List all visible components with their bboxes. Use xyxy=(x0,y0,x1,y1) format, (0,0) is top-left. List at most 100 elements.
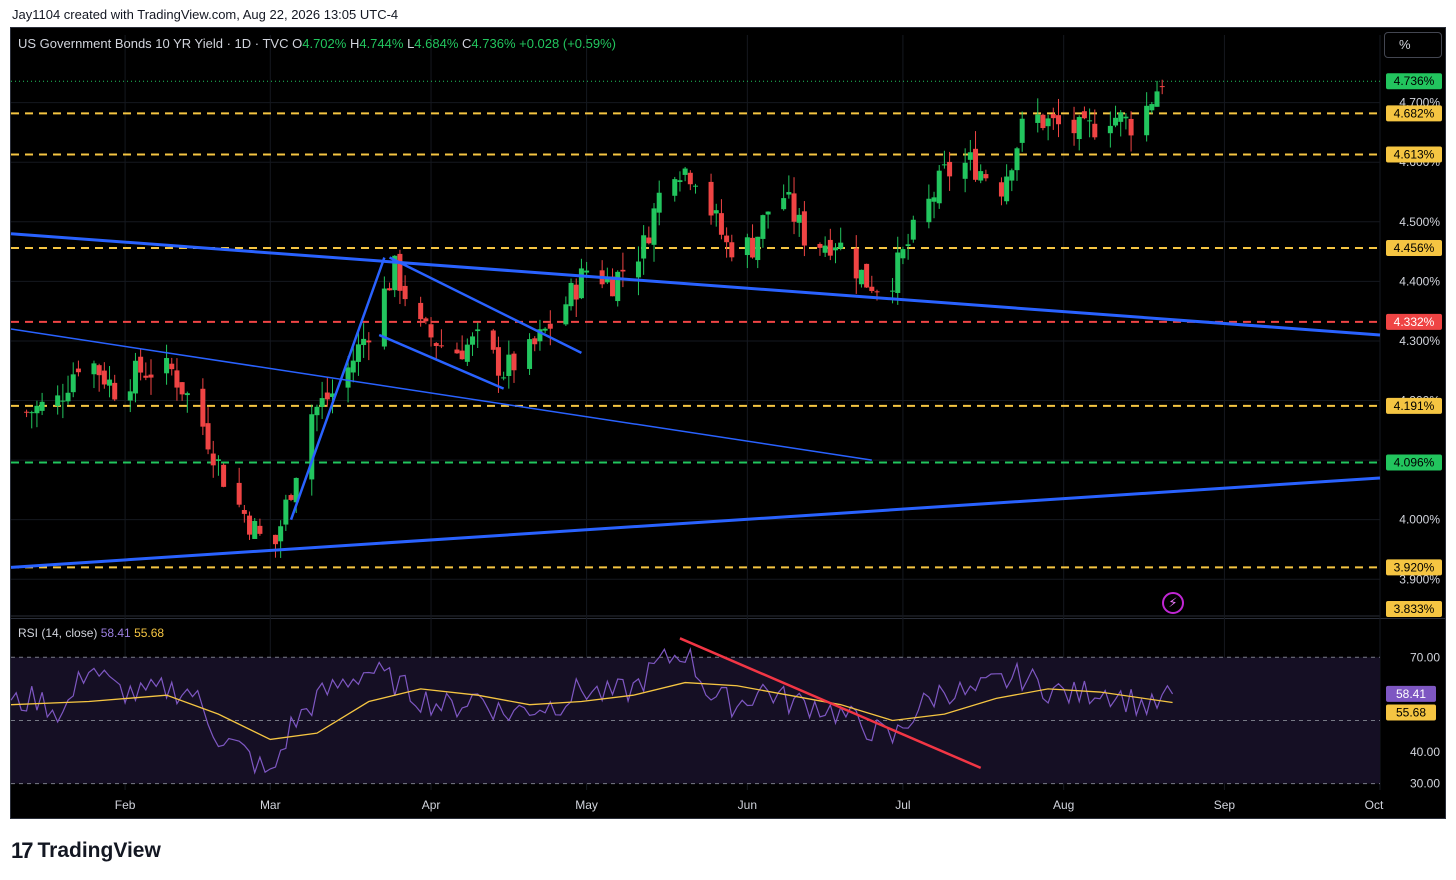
rsi-band xyxy=(11,657,1380,784)
candle-body xyxy=(838,242,844,249)
percent-scale-button[interactable]: % xyxy=(1384,32,1442,58)
candle-body xyxy=(55,395,61,406)
candle-body xyxy=(1113,117,1119,126)
rsi-line xyxy=(10,647,1174,775)
candle-body xyxy=(1055,115,1061,125)
candle-body xyxy=(527,339,533,369)
candle-body xyxy=(381,288,387,347)
axes-layer: FebMarAprMayJunJulAugSepOct4.700%4.600%4… xyxy=(115,73,1442,812)
y-tick-label: 4.000% xyxy=(1399,513,1440,527)
rsi-trend-line xyxy=(679,637,982,770)
trend-line xyxy=(289,257,386,521)
candle-body xyxy=(501,377,507,379)
candle-body xyxy=(24,411,30,413)
close-value: 4.736% xyxy=(471,36,516,51)
candle-body xyxy=(573,284,579,300)
candle-body xyxy=(890,290,896,292)
candle-body xyxy=(345,367,351,388)
y-tick-label: 4.300% xyxy=(1399,334,1440,348)
rsi-y-tick: 40.00 xyxy=(1410,745,1440,759)
x-tick-label: Apr xyxy=(422,798,441,812)
candle-body xyxy=(101,370,107,385)
candle-body xyxy=(475,329,481,332)
rsi-y-tick: 30.00 xyxy=(1410,777,1440,791)
candle-body xyxy=(127,391,133,401)
rsi-y-tick: 70.00 xyxy=(1410,650,1440,664)
candle-body xyxy=(241,510,247,514)
symbol-legend[interactable]: US Government Bonds 10 YR Yield · 1D · T… xyxy=(18,36,616,51)
price-label: 3.833% xyxy=(1394,602,1435,616)
rsi-legend[interactable]: RSI (14, close) 58.41 55.68 xyxy=(18,626,164,640)
candle-body xyxy=(998,182,1004,197)
price-label: 4.456% xyxy=(1394,241,1435,255)
candle-body xyxy=(34,405,40,414)
candle-body xyxy=(1123,116,1129,119)
candle-body xyxy=(75,368,81,373)
candle-body xyxy=(355,344,361,362)
candle-body xyxy=(682,168,688,175)
candle-body xyxy=(983,174,989,179)
candle-body xyxy=(402,285,408,300)
price-label-bg xyxy=(1386,601,1442,617)
candle-body xyxy=(967,152,973,160)
candle-body xyxy=(221,464,227,487)
candle-body xyxy=(319,398,325,407)
x-tick-label: Jul xyxy=(895,798,910,812)
candle-body xyxy=(1144,105,1150,136)
candle-body xyxy=(495,347,501,376)
candle-body xyxy=(547,323,553,329)
candle-body xyxy=(418,302,424,320)
price-label-bg xyxy=(1386,454,1442,471)
candle-body xyxy=(672,179,678,196)
candle-body xyxy=(563,304,569,325)
candle-body xyxy=(973,148,979,180)
candle-body xyxy=(184,393,190,396)
trend-lines xyxy=(10,232,1381,569)
candle-body xyxy=(947,161,953,177)
candle-body xyxy=(169,363,175,370)
candle-body xyxy=(1076,116,1082,140)
candle-body xyxy=(1118,112,1124,122)
tradingview-logo: 17 TradingView xyxy=(11,838,161,864)
candle-body xyxy=(143,375,149,378)
candle-body xyxy=(895,252,901,293)
candle-body xyxy=(532,338,538,345)
candle-body xyxy=(283,499,289,525)
price-label-bg xyxy=(1386,397,1442,414)
x-tick-label: Feb xyxy=(115,798,136,812)
candle-body xyxy=(1087,120,1093,122)
candle-body xyxy=(1159,86,1165,88)
candle-body xyxy=(781,198,787,210)
candle-body xyxy=(578,268,584,299)
candle-body xyxy=(755,236,761,261)
candle-body xyxy=(874,291,880,293)
candle-body xyxy=(366,340,372,343)
candle-body xyxy=(423,318,429,322)
candle-body xyxy=(428,324,434,338)
candle-body xyxy=(910,219,916,240)
candle-body xyxy=(70,374,76,393)
candle-body xyxy=(801,211,807,246)
candle-body xyxy=(1128,118,1134,136)
candle-body xyxy=(164,358,170,374)
candle-body xyxy=(693,185,698,187)
candle-body xyxy=(822,245,828,253)
lightning-icon[interactable]: ⚡ xyxy=(1162,592,1184,614)
candle-body xyxy=(215,459,221,461)
rsi-label: 55.68 xyxy=(1396,706,1426,720)
candle-body xyxy=(511,353,517,371)
candle-body xyxy=(677,180,683,183)
x-tick-label: May xyxy=(575,798,598,812)
candle-body xyxy=(646,237,652,244)
candle-body xyxy=(729,242,735,258)
candle-body xyxy=(978,171,984,181)
x-tick-label: Aug xyxy=(1053,798,1074,812)
candle-body xyxy=(132,360,138,394)
candle-body xyxy=(765,211,771,215)
pane-separator xyxy=(11,618,1446,619)
chart-credit: Jay1104 created with TradingView.com, Au… xyxy=(12,7,399,22)
price-label-bg xyxy=(1386,105,1442,122)
candle-body xyxy=(568,282,574,307)
tv-logo-icon: 17 xyxy=(11,838,34,863)
